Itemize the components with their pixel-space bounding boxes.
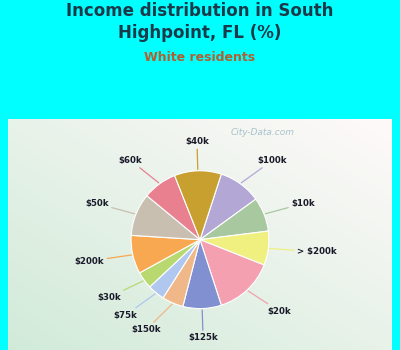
Wedge shape [183,240,221,309]
Wedge shape [163,240,200,307]
Text: Highpoint, FL (%): Highpoint, FL (%) [118,25,282,42]
Text: $75k: $75k [114,294,155,320]
Wedge shape [150,240,200,298]
Text: $20k: $20k [248,291,291,315]
Wedge shape [140,240,200,287]
Text: > $200k: > $200k [270,247,337,257]
Text: $30k: $30k [97,281,143,302]
Wedge shape [131,235,200,273]
Wedge shape [200,240,264,305]
Text: $40k: $40k [185,137,209,169]
Text: White residents: White residents [144,51,256,64]
Wedge shape [200,199,268,240]
Wedge shape [175,171,221,240]
Wedge shape [200,174,256,240]
Text: $125k: $125k [188,310,218,342]
Wedge shape [147,176,200,240]
Text: $60k: $60k [119,156,159,183]
Wedge shape [200,231,269,265]
Wedge shape [131,196,200,240]
Text: $100k: $100k [241,156,287,183]
Text: $50k: $50k [85,199,135,214]
Text: $150k: $150k [132,304,172,334]
Text: City-Data.com: City-Data.com [231,128,295,137]
Text: $200k: $200k [75,255,131,266]
Text: Income distribution in South: Income distribution in South [66,2,334,20]
Text: $10k: $10k [265,199,315,214]
